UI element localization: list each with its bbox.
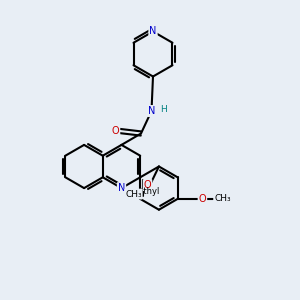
Text: O: O: [199, 194, 206, 204]
Text: CH₃: CH₃: [125, 190, 142, 199]
Text: methyl: methyl: [130, 187, 159, 196]
Text: H: H: [160, 105, 167, 114]
Text: CH₃: CH₃: [214, 194, 231, 203]
Text: O: O: [144, 180, 151, 190]
Text: N: N: [118, 183, 125, 193]
Text: N: N: [149, 26, 157, 37]
Text: N: N: [148, 106, 155, 116]
Text: O: O: [112, 125, 119, 136]
